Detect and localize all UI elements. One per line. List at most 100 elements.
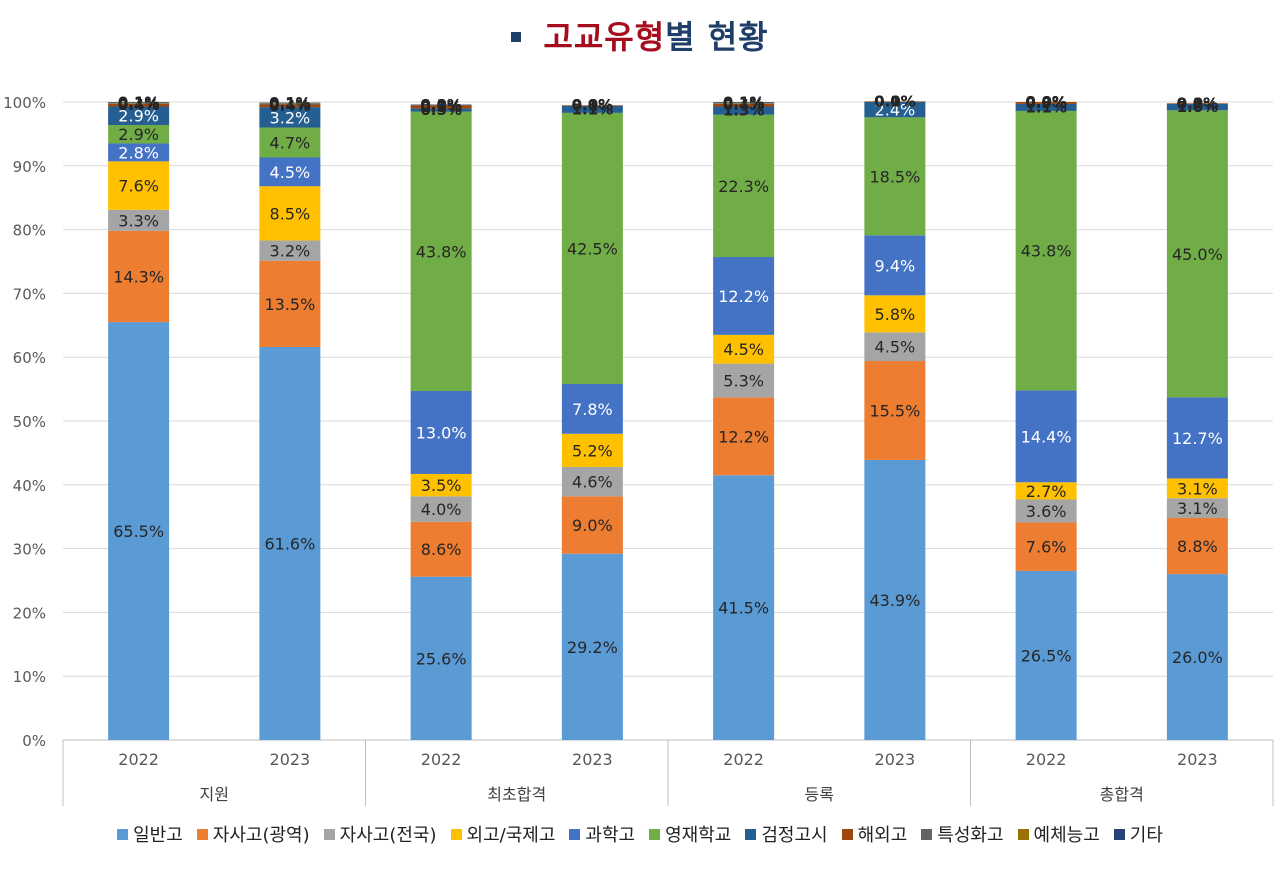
data-label: 0.3% [1025,94,1067,112]
bar-segment [713,257,775,335]
data-label: 26.0% [1172,648,1223,667]
data-label: 14.4% [1021,427,1072,446]
legend-swatch [745,828,757,840]
legend-label: 예체능고 [1033,825,1100,846]
bar-segment [259,240,321,261]
legend-item: 기타 [1113,821,1163,847]
bar-segment [561,496,623,554]
bar-segment [1166,397,1228,479]
data-label: 2.9% [118,125,159,144]
data-label: 0.4% [723,96,765,114]
data-label: 8.8% [1177,537,1218,556]
data-label: 0.5% [420,98,462,116]
bar-segment [713,475,775,740]
legend-swatch [841,828,853,840]
data-label: 0.1% [723,93,765,111]
data-label: 0.1% [1177,95,1219,113]
bar-segment [108,161,170,210]
bar-segment [259,186,321,241]
bar-segment [1166,103,1228,111]
bar-segment [108,124,170,144]
bar-segment [864,361,926,460]
bar-segment [1166,574,1228,740]
data-label: 0.0% [1177,94,1219,112]
bar-segment [259,107,321,128]
data-label: 2.8% [118,143,159,162]
bar-segment [713,106,775,115]
bar-segment [713,334,775,364]
bar-segment [713,103,775,107]
bar-segment [259,346,321,740]
data-label: 26.5% [1021,646,1072,665]
bar-segment [1015,110,1077,391]
bar-segment [864,459,926,740]
data-label: 41.5% [718,599,769,618]
bar-segment [410,496,472,522]
data-label: 0.0% [572,96,614,114]
legend-item: 영재학교 [649,821,731,847]
data-label: 9.4% [875,256,916,275]
bar-segment [410,104,472,106]
bar-segment [108,322,170,740]
legend-label: 해외고 [857,825,908,846]
legend-item: 외고/국제고 [450,821,555,847]
data-label: 3.1% [1177,499,1218,518]
bar-segment [1166,498,1228,518]
data-label: 0.4% [269,97,311,115]
data-label: 7.6% [118,177,159,196]
data-label: 13.5% [264,295,315,314]
bar-segment [108,102,170,103]
data-label: 0.0% [1025,93,1067,111]
data-label: 0.0% [874,92,916,110]
data-label: 0.1% [269,94,311,112]
y-tick-label: 90% [13,158,46,176]
legend-item: 예체능고 [1017,821,1100,847]
bar-segment [259,104,321,108]
legend-label: 일반고 [133,825,183,846]
data-label: 0.1% [420,96,462,114]
data-label: 45.0% [1172,245,1223,264]
data-label: 0.0% [874,92,916,110]
bar-segment [259,102,321,104]
bar-segment [259,260,321,347]
bar-segment [561,433,623,467]
bar-segment [561,112,623,384]
legend-label: 과학고 [585,825,636,846]
bar-segment [1015,390,1077,483]
chart-title-part2: 별 현황 [665,18,769,56]
bar-segment [259,127,321,158]
legend-item: 자사고(전국) [323,821,437,847]
bar-segment [864,332,926,362]
y-tick-label: 50% [13,413,46,431]
legend-item: 일반고 [117,821,183,847]
data-label: 0.1% [572,97,614,115]
data-label: 8.6% [421,540,462,559]
data-label: 0.1% [723,95,765,113]
bar-segment [108,209,170,231]
bar-segment [410,576,472,740]
legend-swatch [921,828,933,840]
bar-segment [713,102,775,104]
chart-legend: 일반고 자사고(광역) 자사고(전국) 외고/국제고 과학고 영재학교 검정고시 해외고 특성화… [0,818,1280,850]
bar-segment [108,103,170,104]
data-label: 0.0% [572,96,614,114]
y-tick-label: 0% [22,732,46,750]
x-tick-label: 2023 [875,750,916,769]
title-bullet-icon [511,32,522,42]
chart-title-part1: 고교유형 [543,18,666,56]
group-label: 지원 [200,785,229,804]
x-tick-label: 2023 [1177,750,1218,769]
bar-segment [1015,499,1077,523]
data-label: 4.5% [723,340,764,359]
data-label: 61.6% [264,534,315,553]
y-tick-label: 60% [13,349,46,367]
bar-segment [561,105,623,113]
chart-title: 고교유형별 현황 [0,10,1280,60]
data-label: 0.0% [572,96,614,114]
data-label: 2.7% [1026,482,1067,501]
data-label: 5.8% [875,305,916,324]
y-tick-label: 70% [13,285,46,303]
y-tick-label: 20% [13,604,46,622]
data-label: 8.5% [270,204,311,223]
data-label: 2.9% [118,107,159,126]
